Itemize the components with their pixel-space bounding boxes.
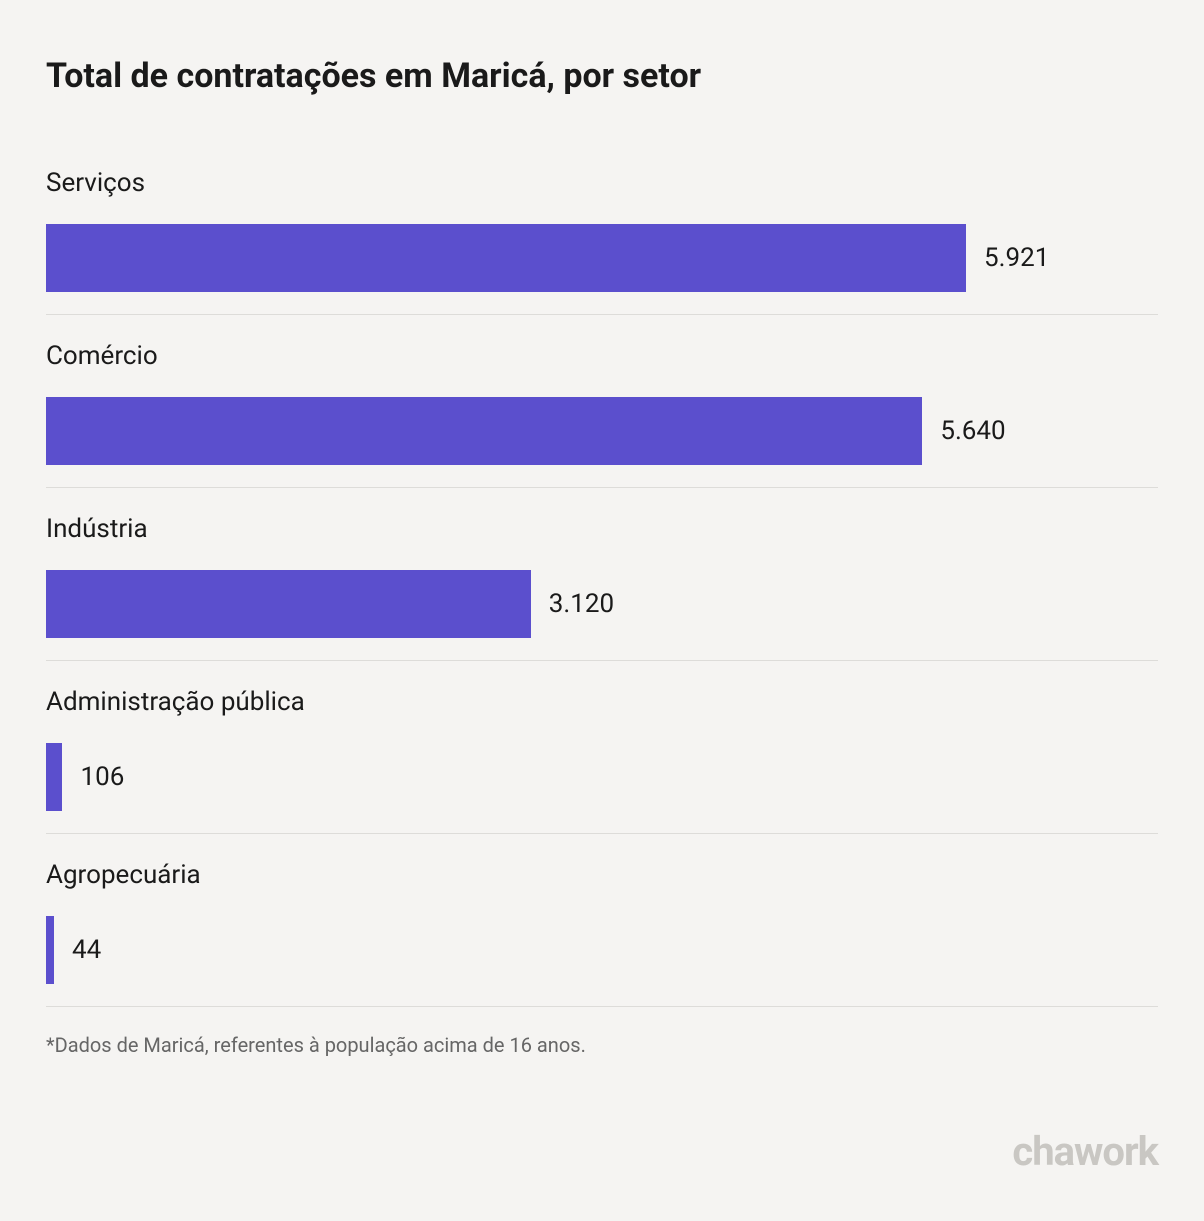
bar-value-label: 5.921 — [984, 243, 1049, 273]
bar-category-label: Serviços — [46, 168, 1158, 198]
chart-footnote: *Dados de Maricá, referentes à população… — [46, 1033, 1158, 1057]
bar-row: Administração pública 106 — [46, 687, 1158, 834]
bar-value-label: 106 — [80, 762, 124, 792]
watermark-logo: chawork — [1012, 1128, 1158, 1175]
bar-row: Comércio 5.640 — [46, 341, 1158, 488]
bar-value-label: 5.640 — [940, 416, 1005, 446]
bar-category-label: Administração pública — [46, 687, 1158, 717]
bar-row: Indústria 3.120 — [46, 514, 1158, 661]
bar-line: 106 — [46, 743, 1158, 811]
bar-category-label: Comércio — [46, 341, 1158, 371]
bar — [46, 743, 62, 811]
bar-line: 44 — [46, 916, 1158, 984]
bar — [46, 397, 922, 465]
bar — [46, 916, 54, 984]
bar-value-label: 44 — [72, 935, 101, 965]
bar — [46, 570, 531, 638]
chart-title: Total de contratações em Maricá, por set… — [46, 56, 1158, 96]
bar-line: 5.640 — [46, 397, 1158, 465]
bar-line: 3.120 — [46, 570, 1158, 638]
bar-row: Agropecuária 44 — [46, 860, 1158, 1007]
bar-value-label: 3.120 — [549, 589, 614, 619]
bar-category-label: Agropecuária — [46, 860, 1158, 890]
bar-row: Serviços 5.921 — [46, 168, 1158, 315]
bar — [46, 224, 966, 292]
bar-line: 5.921 — [46, 224, 1158, 292]
bar-category-label: Indústria — [46, 514, 1158, 544]
